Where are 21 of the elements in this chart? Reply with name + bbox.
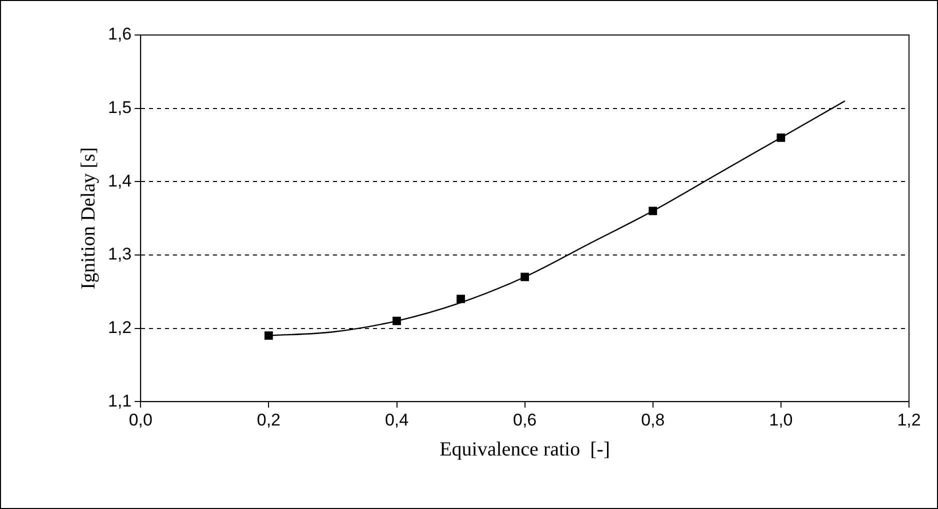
point [776,133,786,142]
y-tick-label: 1,5 [108,98,132,118]
x-axis-title: Equivalence ratio [-] [440,438,610,460]
point [456,294,465,304]
point [264,331,273,340]
y-axis-title: Ignition Delay [s] [77,147,100,290]
y-tick-label: 1,2 [108,318,132,337]
x-tick-label: 1,2 [897,410,921,430]
x-tick-label: 1,0 [769,410,793,430]
point [392,316,401,326]
y-tick-label: 1,6 [108,24,132,44]
point [520,272,529,282]
x-tick-label: 0,8 [641,410,665,430]
y-tick-label: 1,4 [108,171,132,190]
point [648,206,658,216]
x-tick-label: 0,0 [128,410,152,430]
x-tick-label: 0,6 [512,410,537,430]
x-tick-label: 0,4 [384,410,409,430]
x-tick-label: 0,2 [256,410,281,430]
y-tick-label: 1,1 [108,391,132,410]
y-tick-label: 1,3 [108,244,132,264]
